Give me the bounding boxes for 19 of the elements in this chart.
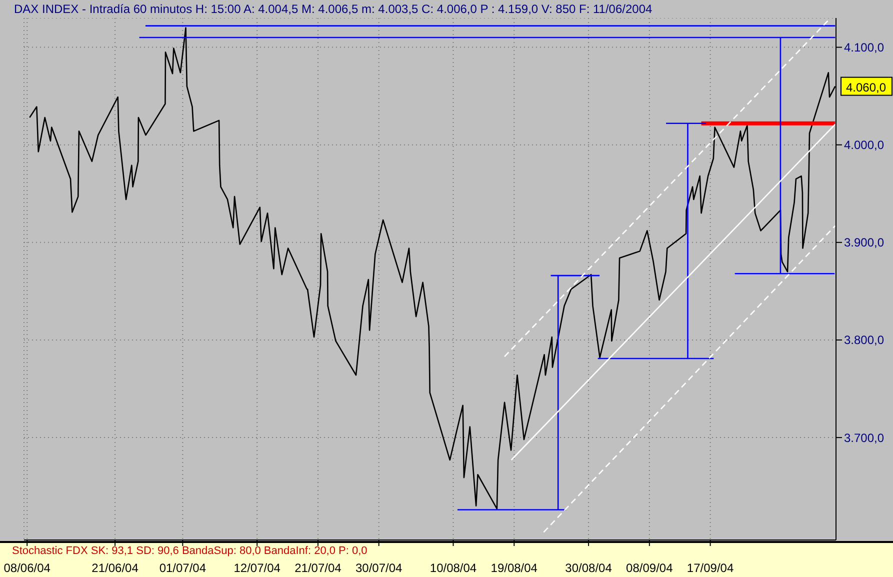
x-tick-label: 01/07/04	[159, 561, 206, 575]
x-tick-label: 21/07/04	[294, 561, 342, 575]
x-tick-label: 17/09/04	[686, 561, 734, 575]
x-tick-label: 08/09/04	[626, 561, 674, 575]
x-tick-label: 10/08/04	[430, 561, 477, 575]
x-tick-label: 21/06/04	[92, 561, 139, 575]
x-tick-label: 19/08/04	[490, 561, 538, 575]
x-tick-label: 12/07/04	[234, 561, 281, 575]
y-tick-label: 3.900,0	[844, 236, 884, 250]
chart-title: DAX INDEX - Intradía 60 minutos H: 15:00 A: 4.004,5 M: 4.006,5 m: 4.003,5 C: 4.006,0 P : 4.159,0 V: 850 F: 11/06/2004	[0, 0, 893, 18]
y-tick-label: 4.100,0	[844, 40, 884, 55]
text: Stochastic FDX SK: 93,1 SD: 90,6 BandaSup: 80,0 BandaInf: 20,0 P: 0,0	[12, 545, 368, 557]
y-tick-label: 3.700,0	[844, 430, 884, 445]
x-tick-label: 30/08/04	[565, 561, 612, 575]
y-tick-label: 3.800,0	[844, 333, 884, 348]
annotation: 4.060,0	[846, 80, 886, 94]
x-tick-label: 08/06/04	[4, 561, 51, 575]
x-tick-label: 30/07/04	[355, 561, 403, 575]
y-tick-label: 4.000,0	[844, 138, 884, 152]
